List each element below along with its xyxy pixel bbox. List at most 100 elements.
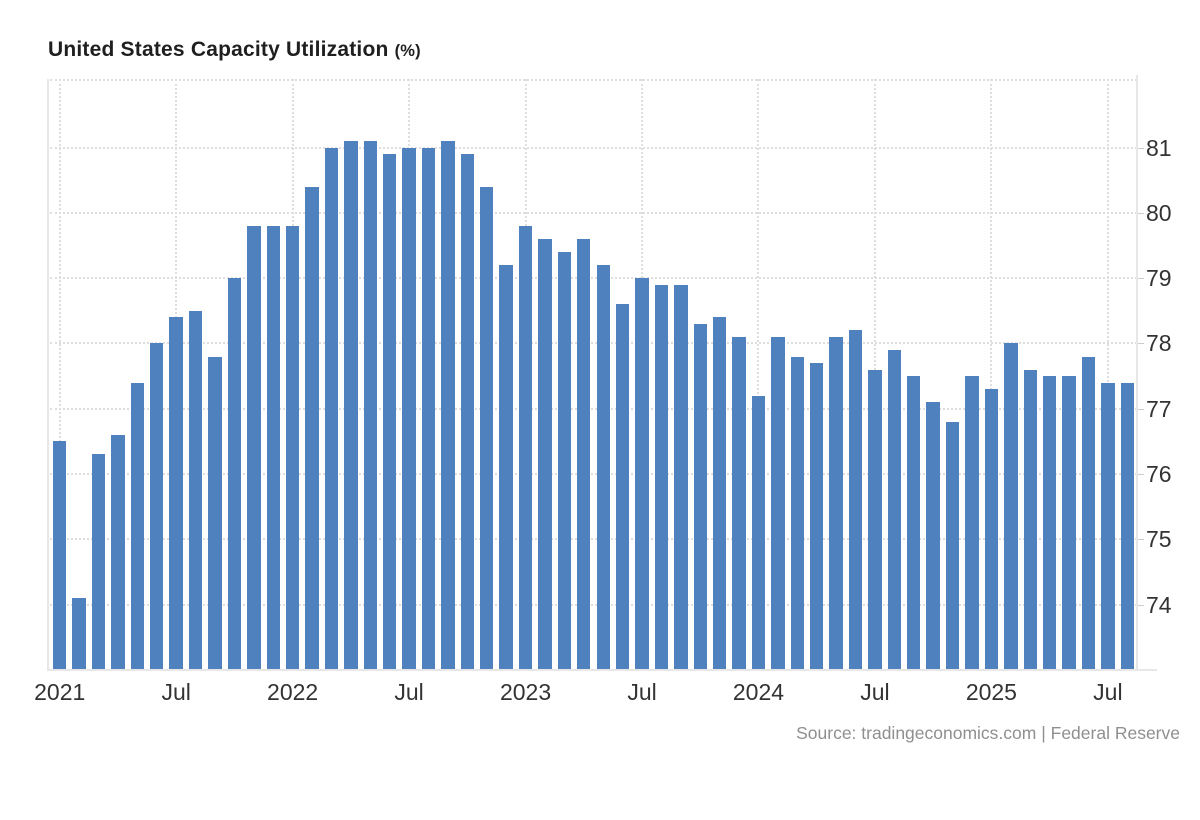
x-gridline [990,79,993,670]
y-tick-label: 76 [1146,461,1172,488]
y-tick-mark [1136,408,1144,410]
bar-2021-09[interactable] [208,356,222,669]
left-axis-line [47,79,49,670]
bar-2022-05[interactable] [363,141,377,669]
x-tick-label: 2025 [965,679,1017,705]
bar-2021-05[interactable] [130,382,145,669]
bar-2024-06[interactable] [848,330,863,669]
bar-2025-06[interactable] [1081,356,1096,669]
bar-2021-10[interactable] [227,278,242,669]
y-tick-label: 80 [1146,199,1172,226]
source-attribution: Source: tradingeconomics.com | Federal R… [796,723,1180,743]
bar-2022-09[interactable] [441,141,455,669]
bar-2023-10[interactable] [693,323,707,669]
bar-2023-05[interactable] [596,265,610,669]
x-gridline [1106,79,1109,670]
bar-2023-03[interactable] [557,252,572,669]
bar-2024-09[interactable] [907,376,921,669]
chart-title-text: United States Capacity Utilization [48,38,389,61]
bar-2022-01[interactable] [285,225,300,669]
bar-2024-08[interactable] [887,350,902,669]
bar-2024-12[interactable] [965,376,979,669]
bar-2024-03[interactable] [790,356,804,669]
bar-2022-11[interactable] [480,186,494,669]
bar-2021-12[interactable] [266,225,280,669]
bar-2023-12[interactable] [732,336,746,669]
x-tick-label: 2021 [34,679,86,705]
bar-2024-01[interactable] [751,395,766,669]
bar-2023-01[interactable] [518,225,533,669]
y-gridline [50,342,1137,345]
bar-2021-06[interactable] [150,343,164,669]
x-tick-label: Jul [161,679,191,705]
plot-top-border [50,79,1137,81]
bar-2021-01[interactable] [53,441,67,669]
bar-2025-02[interactable] [1004,343,1018,669]
bar-2021-11[interactable] [247,225,261,669]
bar-2023-04[interactable] [577,238,591,669]
y-tick-mark [1136,212,1144,214]
bar-2024-10[interactable] [926,402,940,669]
bar-2025-04[interactable] [1042,376,1057,669]
bar-2022-03[interactable] [324,147,339,669]
y-tick-mark [1136,474,1144,476]
x-tick-label: Jul [860,679,890,705]
y-gridline [50,473,1137,476]
bar-2025-05[interactable] [1062,376,1076,669]
x-gridline [58,79,61,670]
y-gridline [50,146,1137,149]
bar-2023-07[interactable] [635,278,649,669]
y-tick-label: 78 [1146,330,1172,357]
bar-2021-08[interactable] [188,310,203,669]
x-tick-label: 2022 [267,679,319,705]
x-gridline [757,79,760,670]
bar-2024-04[interactable] [810,363,824,669]
x-tick-label: Jul [394,679,424,705]
bar-2023-09[interactable] [674,284,688,669]
y-gridline [50,211,1137,214]
y-gridline [50,603,1137,606]
bar-2023-06[interactable] [615,304,630,669]
bar-2022-04[interactable] [344,141,358,669]
y-gridline [50,538,1137,541]
bar-2022-06[interactable] [382,154,397,669]
bar-2022-07[interactable] [402,147,416,669]
bar-2024-02[interactable] [771,336,785,669]
y-gridline [50,277,1137,280]
bar-2024-11[interactable] [945,421,960,669]
y-tick-mark [1136,278,1144,280]
y-tick-label: 75 [1146,526,1172,553]
bar-2021-02[interactable] [72,598,86,669]
bar-2025-01[interactable] [984,389,999,669]
bar-2023-11[interactable] [712,317,727,669]
x-tick-label: 2023 [499,679,552,705]
y-tick-label: 74 [1146,591,1172,618]
bar-2022-08[interactable] [421,147,436,669]
bar-2022-12[interactable] [499,265,513,669]
bar-2021-07[interactable] [169,317,183,669]
bar-2025-07[interactable] [1101,382,1115,669]
y-tick-label: 81 [1146,134,1172,161]
y-tick-mark [1136,147,1144,149]
bar-2023-08[interactable] [654,284,669,669]
chart-title: United States Capacity Utilization (%) [48,38,421,62]
bar-2024-07[interactable] [868,369,882,669]
y-tick-mark [1136,343,1144,345]
bar-2021-04[interactable] [111,434,125,669]
y-tick-label: 79 [1146,265,1172,292]
bar-2022-02[interactable] [305,186,319,669]
x-tick-label: 2024 [732,679,785,705]
bar-2025-08[interactable] [1120,382,1134,669]
y-gridline [50,407,1137,410]
bar-2025-03[interactable] [1023,369,1037,669]
x-tick-label: Jul [1093,679,1123,705]
bar-2024-05[interactable] [829,336,843,669]
bar-2022-10[interactable] [460,154,475,669]
y-tick-label: 77 [1146,395,1172,422]
bar-2023-02[interactable] [538,238,552,669]
y-tick-mark [1136,604,1144,606]
bar-2021-03[interactable] [91,454,106,669]
chart-title-unit: (%) [394,42,421,60]
